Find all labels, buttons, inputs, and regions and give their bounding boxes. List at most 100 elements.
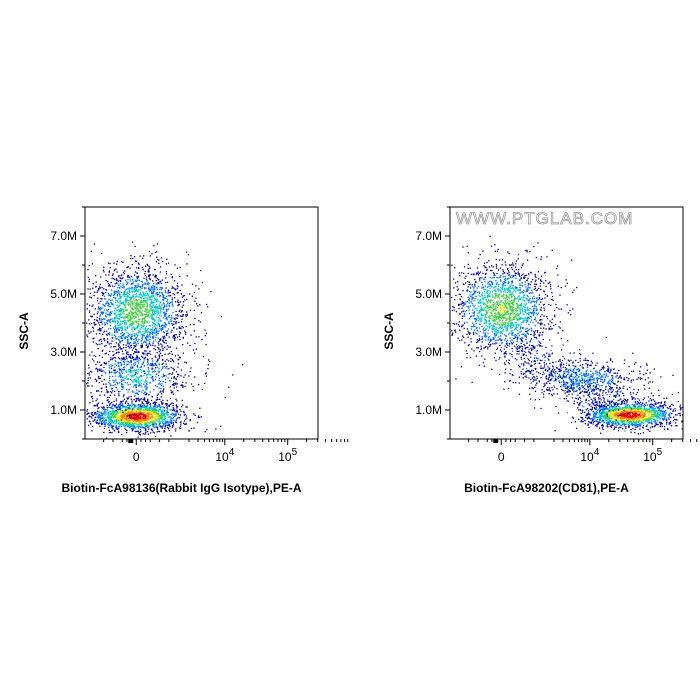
event-dot	[192, 385, 194, 388]
event-dot	[114, 405, 116, 407]
event-dot	[103, 292, 105, 294]
event-dot	[550, 328, 552, 330]
event-dot	[153, 282, 155, 285]
event-dot	[521, 350, 523, 352]
event-dot	[514, 327, 517, 329]
event-dot	[484, 303, 486, 305]
event-dot	[135, 328, 137, 330]
event-dot	[186, 417, 188, 419]
event-dot	[112, 365, 114, 367]
event-dot	[178, 304, 180, 306]
event-dot	[170, 417, 172, 419]
event-dot	[111, 414, 114, 416]
event-dot	[502, 326, 504, 328]
event-dot	[127, 325, 129, 327]
event-dot	[110, 372, 112, 374]
event-dot	[169, 373, 171, 375]
event-dot	[135, 413, 138, 416]
event-dot	[146, 334, 149, 336]
event-dot	[141, 301, 143, 303]
event-dot	[185, 315, 187, 317]
event-dot	[122, 419, 124, 421]
event-dot	[155, 332, 157, 334]
event-dot	[151, 429, 153, 432]
event-dot	[485, 324, 487, 327]
event-dot	[139, 417, 141, 419]
event-dot	[150, 299, 152, 301]
event-dot	[146, 405, 148, 408]
event-dot	[88, 265, 90, 267]
event-dot	[478, 272, 481, 274]
event-dot	[152, 321, 154, 323]
event-dot	[132, 381, 134, 383]
event-dot	[157, 358, 159, 360]
event-dot	[144, 332, 146, 334]
event-dot	[167, 423, 169, 425]
event-dot	[137, 423, 139, 425]
event-dot	[513, 298, 515, 300]
event-dot	[162, 414, 165, 416]
event-dot	[520, 330, 522, 332]
event-dot	[119, 300, 122, 302]
event-dot	[559, 294, 561, 296]
event-dot	[123, 406, 125, 408]
event-dot	[151, 286, 153, 288]
event-dot	[515, 328, 517, 330]
event-dot	[517, 296, 519, 298]
event-dot	[493, 357, 496, 359]
event-dot	[104, 410, 106, 413]
event-dot	[90, 315, 92, 317]
event-dot	[96, 403, 98, 405]
event-dot	[132, 283, 134, 285]
event-dot	[141, 303, 143, 305]
event-dot	[546, 256, 548, 258]
event-dot	[164, 335, 166, 337]
event-dot	[133, 417, 135, 419]
event-dot	[136, 430, 138, 432]
event-dot	[119, 404, 121, 406]
event-dot	[570, 259, 573, 261]
event-dot	[110, 391, 112, 393]
event-dot	[91, 412, 94, 414]
event-dot	[130, 339, 133, 341]
event-dot	[122, 412, 124, 414]
event-dot	[148, 297, 150, 299]
event-dot	[535, 276, 537, 278]
event-dot	[505, 322, 507, 325]
event-dot	[125, 376, 127, 378]
event-dot	[113, 262, 115, 264]
event-dot	[130, 298, 132, 301]
event-dot	[535, 279, 537, 281]
event-dot	[497, 317, 500, 320]
event-dot	[131, 414, 133, 416]
event-dot	[165, 281, 167, 284]
event-dot	[165, 308, 167, 311]
event-dot	[116, 411, 118, 413]
event-dot	[149, 304, 151, 306]
event-dot	[540, 301, 542, 303]
event-dot	[163, 303, 165, 305]
event-dot	[139, 381, 142, 383]
event-dot	[162, 399, 164, 402]
event-dot	[135, 287, 137, 289]
event-dot	[138, 310, 140, 312]
event-dot	[167, 353, 169, 355]
event-dot	[180, 423, 182, 425]
event-dot	[91, 417, 93, 419]
event-dot	[159, 309, 162, 311]
event-dot	[101, 298, 103, 300]
event-dot	[142, 409, 145, 411]
event-dot	[100, 417, 102, 419]
event-dot	[166, 348, 168, 350]
event-dot	[114, 297, 117, 300]
event-dot	[126, 432, 128, 434]
event-dot	[118, 417, 120, 419]
event-dot	[126, 358, 128, 360]
event-dot	[130, 371, 132, 373]
event-dot	[129, 412, 131, 414]
event-dot	[97, 320, 99, 322]
event-dot	[155, 376, 157, 378]
event-dot	[113, 320, 115, 322]
event-dot	[163, 317, 165, 319]
event-dot	[191, 295, 193, 297]
